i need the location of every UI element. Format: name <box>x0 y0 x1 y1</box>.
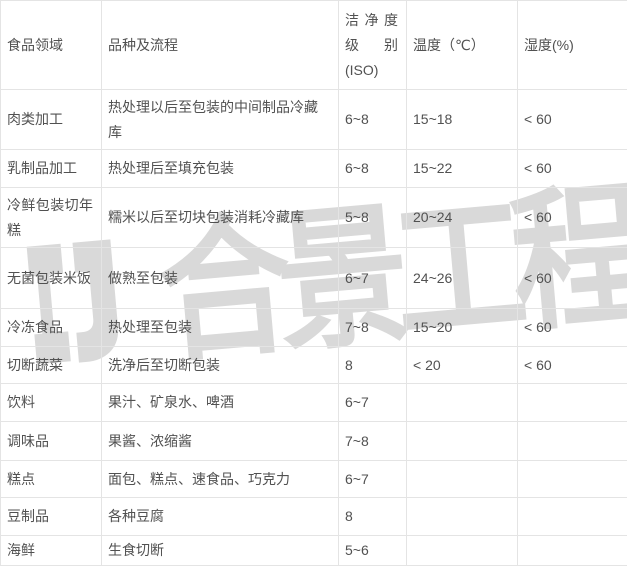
table-cell: 洗净后至切断包装 <box>101 346 339 384</box>
table-row: 肉类加工 热处理以后至包装的中间制品冷藏库 6~8 15~18 < 60 <box>0 89 627 150</box>
table-cell: 7~8 <box>338 308 407 347</box>
table-cell <box>517 383 627 422</box>
table-cell <box>406 383 518 422</box>
table-cell: 6~8 <box>338 89 407 150</box>
table-cell: 6~7 <box>338 460 407 498</box>
column-header: 洁净度级别(ISO) <box>338 0 407 90</box>
table-cell: < 60 <box>517 346 627 384</box>
table-body: 肉类加工 热处理以后至包装的中间制品冷藏库 6~8 15~18 < 60 乳制品加工 热处理… <box>0 89 627 566</box>
table-cell: 15~22 <box>406 149 518 188</box>
table-cell <box>406 535 518 566</box>
table-cell: 乳制品加工 <box>0 149 102 188</box>
table-cell: 饮料 <box>0 383 102 422</box>
table-cell: 切断蔬菜 <box>0 346 102 384</box>
table-row: 饮料 果汁、矿泉水、啤酒 6~7 <box>0 383 627 422</box>
table-cell: 8 <box>338 346 407 384</box>
table-cell: < 60 <box>517 187 627 248</box>
column-header: 食品领域 <box>0 0 102 90</box>
table-cell: 冷冻食品 <box>0 308 102 347</box>
column-header: 湿度(%) <box>517 0 627 90</box>
table-cell <box>517 535 627 566</box>
table-cell: < 60 <box>517 89 627 150</box>
table-row: 冷鲜包装切年糕 糯米以后至切块包装消耗冷藏库 5~8 20~24 < 60 <box>0 187 627 248</box>
column-header: 温度（℃） <box>406 0 518 90</box>
table-cell: 20~24 <box>406 187 518 248</box>
table-cell: 无菌包装米饭 <box>0 247 102 309</box>
table-cell <box>406 460 518 498</box>
table-row: 冷冻食品 热处理至包装 7~8 15~20 < 60 <box>0 308 627 347</box>
table-cell: 6~8 <box>338 149 407 188</box>
table-cell: 热处理至包装 <box>101 308 339 347</box>
table-cell: 热处理以后至包装的中间制品冷藏库 <box>101 89 339 150</box>
table-cell: 各种豆腐 <box>101 497 339 536</box>
table-header: 食品领域 品种及流程 洁净度级别(ISO) 温度（℃） 湿度(%) <box>0 0 627 90</box>
table-cell <box>517 421 627 461</box>
table-cell: 5~6 <box>338 535 407 566</box>
table-cell <box>517 460 627 498</box>
table-cell: 肉类加工 <box>0 89 102 150</box>
table-cell: 6~7 <box>338 383 407 422</box>
table-cell: 糯米以后至切块包装消耗冷藏库 <box>101 187 339 248</box>
table-cell <box>406 497 518 536</box>
table-cell <box>517 497 627 536</box>
table-cell: 24~26 <box>406 247 518 309</box>
table-cell: 7~8 <box>338 421 407 461</box>
table-cell: 果汁、矿泉水、啤酒 <box>101 383 339 422</box>
table-row: 糕点 面包、糕点、速食品、巧克力 6~7 <box>0 460 627 498</box>
table-cell: < 60 <box>517 247 627 309</box>
table-cell: < 60 <box>517 308 627 347</box>
table-cell: 面包、糕点、速食品、巧克力 <box>101 460 339 498</box>
table-cell: 糕点 <box>0 460 102 498</box>
table-cell: < 60 <box>517 149 627 188</box>
table-row: 海鲜 生食切断 5~6 <box>0 535 627 566</box>
table-cell: 热处理后至填充包装 <box>101 149 339 188</box>
table-cell: 做熟至包装 <box>101 247 339 309</box>
table-cell: < 20 <box>406 346 518 384</box>
table-cell: 豆制品 <box>0 497 102 536</box>
column-header: 品种及流程 <box>101 0 339 90</box>
table-row: 无菌包装米饭 做熟至包装 6~7 24~26 < 60 <box>0 247 627 309</box>
table-cell: 8 <box>338 497 407 536</box>
table-cell: 果酱、浓缩酱 <box>101 421 339 461</box>
header-row: 食品领域 品种及流程 洁净度级别(ISO) 温度（℃） 湿度(%) <box>0 0 627 90</box>
table-cell: 15~18 <box>406 89 518 150</box>
table-row: 调味品 果酱、浓缩酱 7~8 <box>0 421 627 461</box>
table-cell: 6~7 <box>338 247 407 309</box>
table-row: 切断蔬菜 洗净后至切断包装 8 < 20 < 60 <box>0 346 627 384</box>
table-cell: 冷鲜包装切年糕 <box>0 187 102 248</box>
table-row: 豆制品 各种豆腐 8 <box>0 497 627 536</box>
table-row: 乳制品加工 热处理后至填充包装 6~8 15~22 < 60 <box>0 149 627 188</box>
table-cell: 15~20 <box>406 308 518 347</box>
table-cell: 5~8 <box>338 187 407 248</box>
table-cell: 生食切断 <box>101 535 339 566</box>
table-cell <box>406 421 518 461</box>
table-cell: 海鲜 <box>0 535 102 566</box>
table-cell: 调味品 <box>0 421 102 461</box>
